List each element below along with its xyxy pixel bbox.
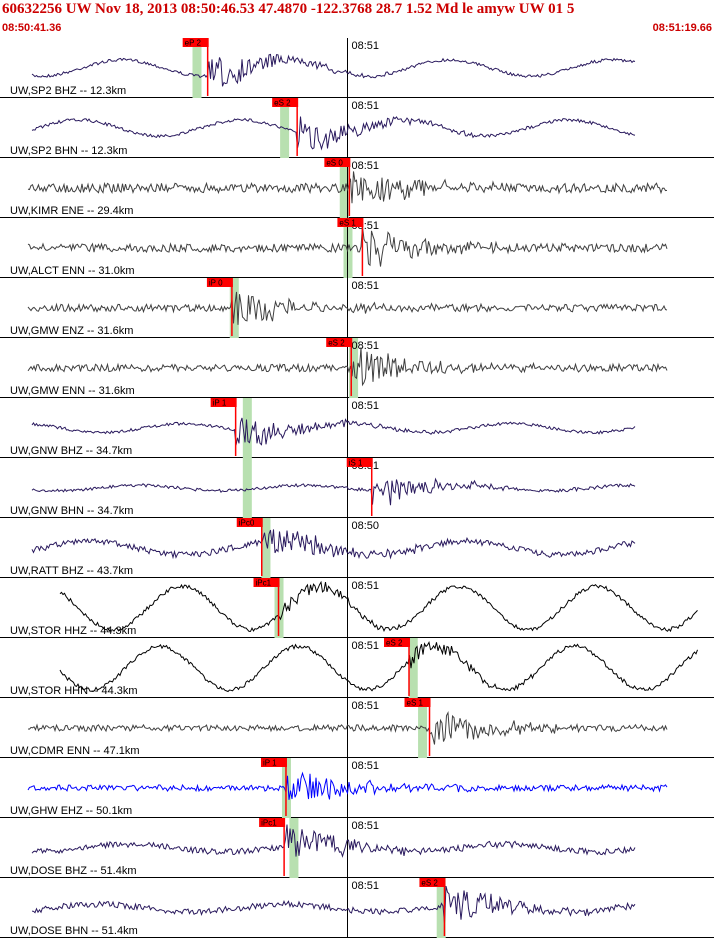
waveform-trace [59, 580, 698, 633]
minute-tick-label: 08:51 [351, 700, 379, 712]
waveform-trace [31, 116, 636, 151]
phase-pick-flag [404, 698, 431, 707]
phase-pick-label: eP 2 [185, 39, 202, 48]
station-label: UW,SP2 BHZ -- 12.3km [10, 85, 126, 97]
waveform-trace [27, 226, 668, 267]
phase-pick-flag [259, 818, 286, 827]
event-title: 60632256 UW Nov 18, 2013 08:50:46.53 47.… [2, 1, 575, 17]
station-label: UW,RATT BHZ -- 43.7km [10, 565, 133, 577]
minute-tick-label: 08:51 [351, 760, 379, 772]
minute-tick-label: 08:51 [351, 160, 379, 172]
station-label: UW,DOSE BHZ -- 51.4km [10, 865, 137, 877]
window-band [242, 458, 252, 518]
window-start-time: 08:50:41.36 [2, 22, 62, 34]
window-band [418, 698, 428, 758]
window-band [349, 338, 359, 398]
phase-pick-flag [326, 338, 353, 347]
station-label: UW,GHW EHZ -- 50.1km [10, 805, 132, 817]
window-band [436, 878, 446, 938]
waveform-trace [27, 711, 668, 745]
minute-tick-label: 08:51 [351, 40, 379, 52]
phase-pick-flag [337, 218, 364, 227]
phase-pick-label: eS 2 [386, 639, 403, 648]
minute-tick-label: 08:51 [351, 280, 379, 292]
minute-tick-label: 08:51 [351, 820, 379, 832]
phase-pick-flag [206, 278, 233, 287]
phase-pick-label: iPc0 [239, 519, 255, 528]
window-end-time: 08:51:19.66 [652, 22, 712, 34]
waveform-trace [27, 291, 668, 325]
phase-pick-flag [419, 878, 446, 887]
window-band [261, 518, 271, 578]
waveform-trace [31, 417, 636, 446]
phase-pick-label: eS 2 [328, 339, 345, 348]
event-header: 60632256 UW Nov 18, 2013 08:50:46.53 47.… [0, 0, 714, 38]
waveform-trace [31, 53, 636, 87]
phase-pick-label: eS 1 [407, 699, 424, 708]
phase-pick-label: eS 1 [339, 219, 356, 228]
phase-pick-flag [182, 38, 209, 47]
phase-pick-label: iPc1 [261, 819, 277, 828]
phase-pick-flag [324, 158, 351, 167]
phase-pick-label: iP 0 [209, 279, 223, 288]
phase-pick-flag [346, 458, 373, 467]
phase-pick-label: iPc1 [256, 579, 272, 588]
waveform-trace [27, 171, 668, 204]
window-band [408, 638, 418, 698]
station-label: UW,GMW ENZ -- 31.6km [10, 325, 133, 337]
waveform-trace [31, 885, 636, 924]
minute-tick-label: 08:50 [351, 520, 379, 532]
station-label: UW,ALCT ENN -- 31.0km [10, 265, 135, 277]
station-label: UW,KIMR ENE -- 29.4km [10, 205, 133, 217]
waveform-trace [27, 771, 668, 800]
phase-pick-label: iS 1 [349, 459, 363, 468]
station-label: UW,CDMR ENN -- 47.1km [10, 745, 140, 757]
window-band [192, 38, 202, 98]
minute-tick-label: 08:51 [351, 580, 379, 592]
waveform-trace [31, 824, 636, 858]
seismogram-panel: 08:51 eP 2 UW,SP2 BHZ -- 12.3km 08:51 eS 2 UW… [0, 38, 714, 938]
phase-pick-label: iP 1 [213, 399, 227, 408]
station-label: UW,DOSE BHN -- 51.4km [10, 925, 138, 937]
station-label: UW,GNW BHZ -- 34.7km [10, 445, 132, 457]
phase-pick-flag [260, 758, 287, 767]
station-label: UW,GNW BHN -- 34.7km [10, 505, 133, 517]
phase-pick-label: eS 2 [274, 99, 291, 108]
minute-tick-label: 08:51 [351, 640, 379, 652]
station-label: UW,SP2 BHN -- 12.3km [10, 145, 127, 157]
station-label: UW,STOR HHN -- 44.3km [10, 685, 138, 697]
phase-pick-flag [253, 578, 280, 587]
minute-tick-label: 08:51 [351, 340, 379, 352]
phase-pick-label: eS 0 [326, 159, 343, 168]
minute-tick-label: 08:51 [351, 100, 379, 112]
phase-pick-flag [210, 398, 237, 407]
minute-tick-label: 08:51 [351, 880, 379, 892]
waveform-trace [27, 347, 668, 387]
phase-pick-flag [272, 98, 299, 107]
station-label: UW,STOR HHZ -- 44.3km [10, 625, 136, 637]
phase-pick-label: iP 1 [263, 759, 277, 768]
phase-pick-flag [236, 518, 263, 527]
waveform-trace [31, 529, 636, 560]
window-band [289, 818, 299, 878]
minute-tick-label: 08:51 [351, 400, 379, 412]
waveform-trace [31, 477, 636, 506]
station-label: UW,GMW ENN -- 31.6km [10, 385, 135, 397]
phase-pick-flag [384, 638, 411, 647]
waveform-trace [59, 641, 698, 693]
phase-pick-label: eS 2 [421, 879, 438, 888]
